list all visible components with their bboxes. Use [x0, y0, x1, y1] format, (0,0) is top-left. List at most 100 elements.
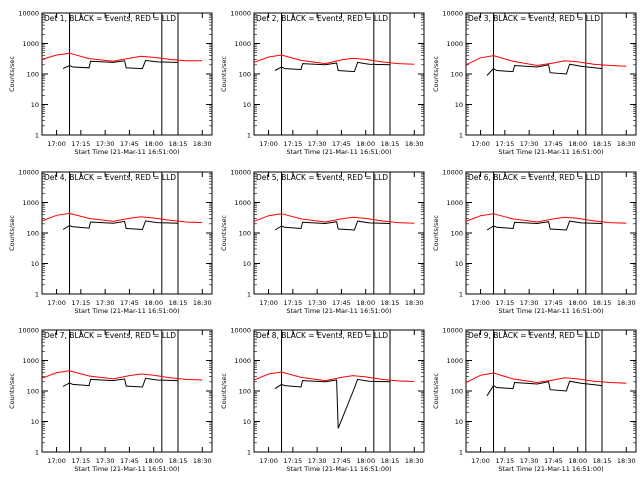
- y-tick-label: 100: [27, 230, 39, 238]
- x-tick-label: 18:30: [193, 457, 212, 465]
- x-tick-label: 17:00: [47, 457, 66, 465]
- x-tick-label: 17:00: [259, 457, 278, 465]
- y-axis-label: Counts/sec: [432, 215, 440, 251]
- y-tick-label: 1: [247, 132, 251, 140]
- y-tick-label: 10000: [230, 169, 251, 177]
- y-tick-label: 10000: [442, 169, 463, 177]
- y-tick-label: 10: [31, 260, 39, 268]
- y-tick-label: 100: [239, 388, 251, 396]
- x-tick-label: 18:00: [144, 299, 163, 307]
- detector-chart-6: Det 6, BLACK = Events, RED = LLD 1 10 100 10…: [432, 169, 637, 315]
- x-tick-label: 17:00: [47, 299, 66, 307]
- y-tick-label: 10: [243, 260, 251, 268]
- x-tick-label: 18:30: [405, 140, 424, 148]
- y-tick-label: 1: [35, 132, 39, 140]
- x-tick-label: 18:15: [381, 299, 400, 307]
- y-tick-label: 10: [455, 260, 463, 268]
- x-tick-label: 18:30: [617, 140, 636, 148]
- x-tick-label: 17:15: [495, 299, 514, 307]
- x-axis-label: Start Time (21-Mar-11 16:51:00): [498, 465, 603, 473]
- y-tick-label: 1000: [22, 357, 39, 365]
- x-tick-label: 18:15: [169, 299, 188, 307]
- x-tick-label: 18:15: [381, 140, 400, 148]
- x-tick-label: 18:00: [568, 299, 587, 307]
- y-tick-label: 100: [27, 388, 39, 396]
- plot-frame: [253, 12, 425, 136]
- y-tick-label: 10000: [18, 10, 39, 18]
- y-axis-label: Counts/sec: [220, 215, 228, 251]
- series-events: [62, 59, 179, 70]
- y-tick-label: 10000: [230, 327, 251, 335]
- x-tick-label: 17:15: [71, 299, 90, 307]
- y-axis-label: Counts/sec: [220, 373, 228, 409]
- series-lld: [41, 52, 203, 62]
- x-tick-label: 17:45: [120, 299, 139, 307]
- y-tick-label: 1000: [234, 357, 251, 365]
- series-events: [62, 220, 179, 231]
- plot-frame: [465, 329, 637, 453]
- x-tick-label: 18:15: [169, 457, 188, 465]
- y-tick-label: 100: [27, 71, 39, 79]
- y-axis-label: Counts/sec: [220, 56, 228, 92]
- x-tick-label: 17:45: [120, 140, 139, 148]
- x-tick-label: 18:15: [169, 140, 188, 148]
- chart-title: Det 5, BLACK = Events, RED = LLD: [256, 173, 388, 182]
- series-lld: [253, 371, 415, 382]
- y-axis-label: Counts/sec: [8, 373, 16, 409]
- y-tick-label: 1: [459, 449, 463, 457]
- chart-title: Det 2, BLACK = Events, RED = LLD: [256, 14, 388, 23]
- x-tick-label: 17:30: [308, 457, 327, 465]
- x-tick-label: 18:15: [593, 457, 612, 465]
- chart-title: Det 8, BLACK = Events, RED = LLD: [256, 331, 388, 340]
- y-tick-label: 1: [35, 449, 39, 457]
- y-tick-label: 10000: [230, 10, 251, 18]
- x-tick-label: 17:30: [96, 299, 115, 307]
- x-tick-label: 18:00: [144, 140, 163, 148]
- chart-title: Det 6, BLACK = Events, RED = LLD: [468, 173, 600, 182]
- detector-chart-9: Det 9, BLACK = Events, RED = LLD 1 10 100 10…: [432, 327, 637, 473]
- x-tick-label: 17:00: [259, 140, 278, 148]
- detector-chart-4: Det 4, BLACK = Events, RED = LLD 1 10 100 10…: [8, 169, 213, 315]
- y-tick-label: 1000: [446, 199, 463, 207]
- x-tick-label: 17:15: [71, 457, 90, 465]
- y-tick-label: 10000: [18, 327, 39, 335]
- series-events: [486, 220, 603, 231]
- y-tick-label: 10: [455, 418, 463, 426]
- chart-title: Det 4, BLACK = Events, RED = LLD: [44, 173, 176, 182]
- chart-title: Det 9, BLACK = Events, RED = LLD: [468, 331, 600, 340]
- y-axis-label: Counts/sec: [432, 56, 440, 92]
- y-tick-label: 10: [243, 101, 251, 109]
- x-tick-label: 18:15: [381, 457, 400, 465]
- x-axis-label: Start Time (21-Mar-11 16:51:00): [498, 307, 603, 315]
- x-tick-label: 18:30: [405, 299, 424, 307]
- x-tick-label: 17:15: [495, 140, 514, 148]
- x-axis-label: Start Time (21-Mar-11 16:51:00): [286, 148, 391, 156]
- x-tick-label: 17:15: [283, 140, 302, 148]
- chart-title: Det 3, BLACK = Events, RED = LLD: [468, 14, 600, 23]
- x-tick-label: 18:00: [356, 457, 375, 465]
- x-tick-label: 17:30: [520, 299, 539, 307]
- y-tick-label: 1000: [446, 357, 463, 365]
- x-tick-label: 18:30: [617, 299, 636, 307]
- x-tick-label: 17:00: [471, 457, 490, 465]
- x-axis-label: Start Time (21-Mar-11 16:51:00): [286, 465, 391, 473]
- y-tick-label: 10: [243, 418, 251, 426]
- x-tick-label: 17:00: [259, 299, 278, 307]
- x-tick-label: 18:00: [356, 140, 375, 148]
- series-lld: [465, 213, 627, 224]
- x-tick-label: 17:45: [332, 140, 351, 148]
- x-tick-label: 17:45: [544, 457, 563, 465]
- series-events: [274, 220, 391, 231]
- x-axis-label: Start Time (21-Mar-11 16:51:00): [286, 307, 391, 315]
- x-tick-label: 17:30: [520, 140, 539, 148]
- x-tick-label: 17:30: [308, 140, 327, 148]
- series-lld: [253, 54, 415, 65]
- plot-frame: [253, 329, 425, 453]
- detector-chart-3: Det 3, BLACK = Events, RED = LLD 1 10 100 10…: [432, 10, 637, 156]
- series-lld: [41, 212, 203, 224]
- x-tick-label: 17:45: [120, 457, 139, 465]
- x-tick-label: 18:15: [593, 299, 612, 307]
- y-tick-label: 1000: [22, 40, 39, 48]
- detector-chart-5: Det 5, BLACK = Events, RED = LLD 1 10 100 10…: [220, 169, 425, 315]
- y-tick-label: 100: [239, 230, 251, 238]
